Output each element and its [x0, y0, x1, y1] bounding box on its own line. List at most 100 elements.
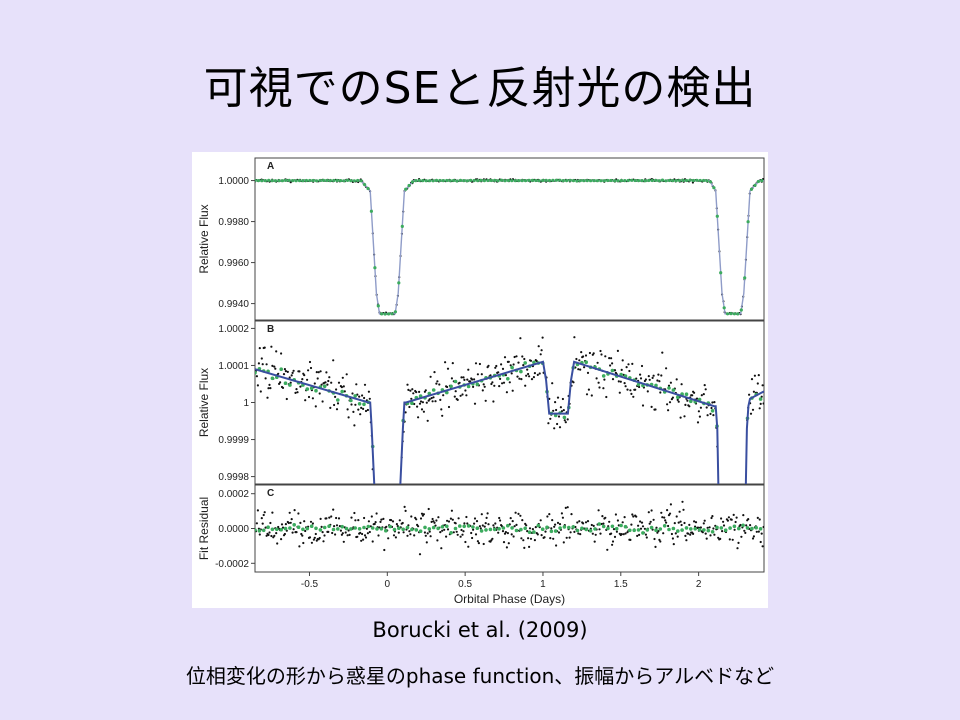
- raw-point: [361, 532, 364, 536]
- raw-point: [311, 397, 314, 400]
- raw-point: [679, 520, 682, 523]
- raw-point: [743, 529, 746, 532]
- panel-c: C 0.0002 0.0000 -0.0002 Fit Residual -0.5 0 0.5…: [197, 484, 765, 606]
- raw-point: [455, 530, 458, 533]
- raw-point: [447, 520, 451, 523]
- binned-point: [728, 526, 732, 530]
- raw-point: [623, 382, 626, 385]
- raw-point: [604, 516, 607, 519]
- binned-point: [390, 312, 394, 316]
- raw-point: [288, 511, 291, 514]
- binned-point: [331, 527, 336, 532]
- raw-point: [281, 386, 285, 389]
- raw-point: [661, 351, 664, 354]
- raw-point: [688, 523, 691, 526]
- raw-point: [354, 519, 357, 522]
- raw-point: [520, 537, 523, 540]
- binned-point: [309, 524, 314, 528]
- raw-point: [620, 533, 623, 536]
- binned-point: [405, 525, 410, 530]
- raw-point: [256, 509, 259, 512]
- binned-point: [545, 525, 549, 530]
- binned-point: [373, 266, 377, 270]
- raw-point: [744, 531, 747, 534]
- binned-point: [256, 179, 260, 183]
- raw-point: [637, 524, 640, 527]
- raw-point: [624, 532, 627, 535]
- raw-point: [345, 373, 348, 376]
- raw-point: [302, 541, 305, 545]
- raw-point: [260, 357, 263, 360]
- binned-point: [671, 388, 676, 392]
- binned-point: [684, 178, 689, 183]
- binned-point: [628, 528, 632, 533]
- binned-point: [336, 398, 340, 402]
- raw-point: [579, 533, 582, 536]
- panel-label: A: [267, 161, 274, 172]
- raw-point: [608, 357, 611, 360]
- binned-point: [311, 178, 315, 183]
- y-tick-label: 1.0002: [218, 324, 249, 335]
- raw-point: [584, 354, 588, 357]
- binned-point: [277, 179, 281, 183]
- binned-point: [678, 178, 682, 183]
- binned-point: [588, 529, 593, 533]
- raw-point: [342, 385, 345, 388]
- raw-point: [501, 382, 504, 385]
- binned-point: [431, 388, 436, 392]
- binned-point: [445, 390, 449, 395]
- binned-point: [506, 178, 510, 183]
- raw-point: [523, 357, 526, 361]
- binned-point: [349, 398, 353, 403]
- raw-point: [537, 345, 540, 348]
- binned-point: [630, 178, 634, 182]
- binned-point: [484, 528, 488, 532]
- raw-point: [759, 540, 762, 544]
- raw-point: [502, 541, 506, 544]
- raw-point: [415, 391, 418, 394]
- binned-point: [561, 179, 565, 183]
- raw-point: [614, 513, 617, 516]
- raw-point: [627, 363, 630, 366]
- raw-point: [443, 528, 446, 531]
- raw-point: [538, 372, 541, 375]
- raw-point: [661, 516, 664, 519]
- raw-point: [310, 541, 313, 544]
- raw-point: [438, 383, 441, 386]
- raw-point: [518, 377, 521, 380]
- raw-point: [420, 512, 424, 515]
- raw-point: [576, 521, 579, 524]
- raw-point: [309, 520, 313, 523]
- raw-point: [618, 391, 621, 394]
- raw-point: [475, 520, 479, 523]
- raw-point: [424, 389, 427, 392]
- binned-point: [353, 394, 357, 398]
- raw-point: [427, 507, 430, 511]
- raw-point: [630, 392, 633, 395]
- binned-point: [280, 179, 284, 183]
- binned-point: [527, 178, 531, 182]
- raw-point: [548, 513, 551, 516]
- binned-point: [449, 384, 453, 389]
- raw-point: [749, 412, 753, 415]
- raw-point: [559, 406, 562, 409]
- binned-point: [327, 524, 331, 528]
- slide-title: 可視でのSEと反射光の検出: [203, 63, 757, 114]
- raw-point: [565, 536, 568, 539]
- raw-point: [436, 539, 439, 542]
- raw-point: [562, 541, 565, 544]
- raw-point: [258, 347, 261, 350]
- binned-point: [658, 527, 663, 531]
- raw-point: [264, 377, 267, 380]
- raw-point: [412, 392, 415, 395]
- raw-point: [458, 381, 461, 384]
- raw-point: [480, 373, 483, 376]
- binned-point: [750, 526, 754, 531]
- binned-point: [660, 178, 665, 182]
- raw-point: [260, 517, 263, 520]
- raw-point: [335, 516, 338, 520]
- raw-point: [525, 524, 528, 527]
- raw-point: [333, 403, 336, 407]
- raw-point: [694, 521, 698, 524]
- raw-point: [459, 394, 462, 397]
